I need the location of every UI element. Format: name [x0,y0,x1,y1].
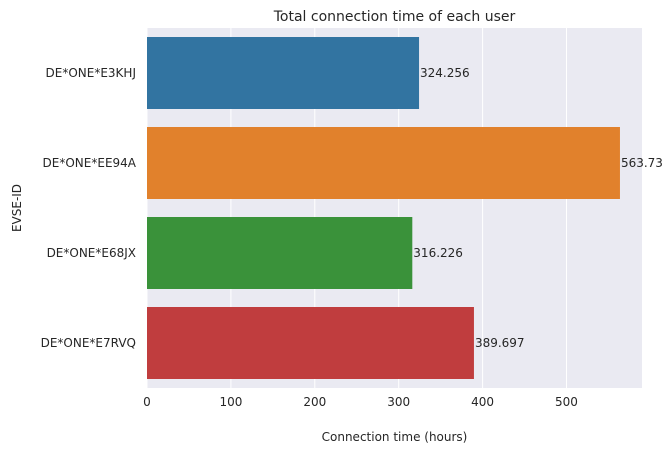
x-tick-label: 500 [555,395,578,409]
x-axis-label: Connection time (hours) [322,430,468,444]
bar-value-label: 324.256 [420,66,470,80]
bar [147,37,420,109]
y-tick-label: DE*ONE*E68JX [47,246,136,260]
bars [147,37,620,379]
y-axis-label: EVSE-ID [10,184,24,232]
bar [147,217,413,289]
x-tick-label: 300 [387,395,410,409]
bar-value-label: 389.697 [475,336,525,350]
x-tick-label: 0 [143,395,151,409]
y-tick-label: DE*ONE*E7RVQ [41,336,136,350]
chart-title: Total connection time of each user [273,9,516,25]
x-tick-label: 100 [219,395,242,409]
bar-value-label: 563.73 [621,156,663,170]
y-tick-label: DE*ONE*EE94A [43,156,137,170]
y-tick-labels: DE*ONE*E3KHJ DE*ONE*EE94A DE*ONE*E68JX DE*O… [41,66,137,350]
y-tick-label: DE*ONE*E3KHJ [46,66,136,80]
bar [147,307,474,379]
bar-value-labels: 324.256 563.73 316.226 389.697 [413,66,663,350]
x-tick-labels: 0 100 200 300 400 500 [143,395,578,409]
bar [147,127,620,199]
x-tick-label: 200 [303,395,326,409]
bar-value-label: 316.226 [413,246,463,260]
x-tick-label: 400 [471,395,494,409]
